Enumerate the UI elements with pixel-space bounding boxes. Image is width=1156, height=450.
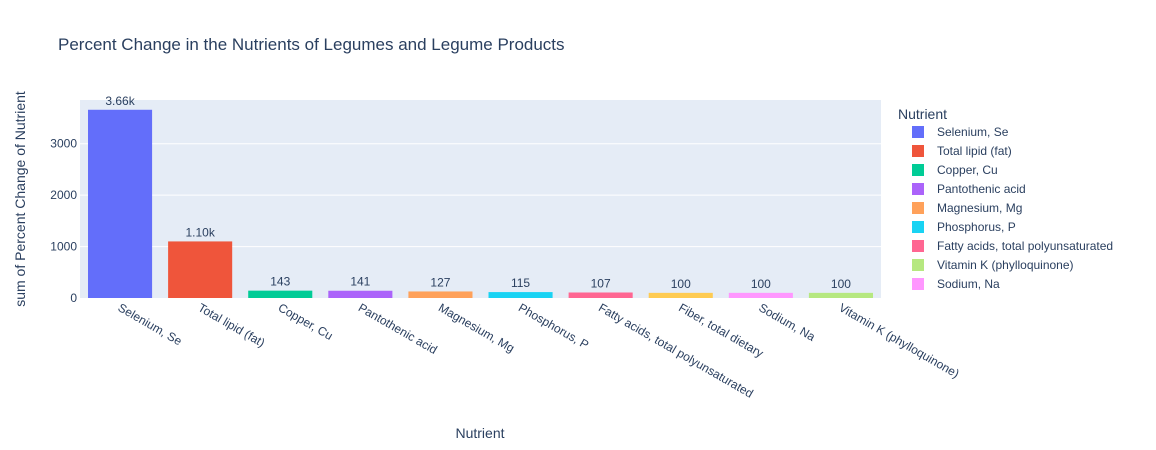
chart-title: Percent Change in the Nutrients of Legum… (58, 35, 565, 54)
legend-swatch (912, 202, 924, 214)
bar-data-label: 100 (671, 277, 691, 291)
legend-label: Pantothenic acid (937, 182, 1026, 196)
bar[interactable] (728, 292, 793, 298)
legend-item[interactable]: Copper, Cu (912, 163, 998, 177)
legend-item[interactable]: Magnesium, Mg (912, 201, 1022, 215)
legend-item[interactable]: Sodium, Na (912, 277, 1000, 291)
legend-item[interactable]: Vitamin K (phylloquinone) (912, 258, 1074, 272)
y-tick-label: 2000 (50, 188, 77, 202)
y-tick-label: 0 (70, 291, 77, 305)
legend-label: Total lipid (fat) (937, 144, 1012, 158)
legend-item[interactable]: Fatty acids, total polyunsaturated (912, 239, 1113, 253)
bar[interactable] (568, 292, 633, 298)
legend-swatch (912, 278, 924, 290)
bar-data-label: 141 (350, 275, 370, 289)
bar[interactable] (328, 290, 393, 298)
bar-data-label: 1.10k (185, 225, 215, 239)
y-axis-title: sum of Percent Change of Nutrient (12, 91, 28, 307)
bar-data-label: 3.66k (105, 94, 135, 108)
legend-swatch (912, 259, 924, 271)
y-axis-ticks: 0 1000 2000 3000 (50, 137, 77, 305)
legend-label: Selenium, Se (937, 125, 1009, 139)
legend-label: Copper, Cu (937, 163, 998, 177)
x-tick-label: Fatty acids, total polyunsaturated (596, 300, 756, 400)
legend-item[interactable]: Total lipid (fat) (912, 144, 1012, 158)
legend-swatch (912, 145, 924, 157)
bar-data-label: 100 (751, 277, 771, 291)
x-tick-label: Phosphorus, P (516, 300, 591, 351)
legend-label: Fatty acids, total polyunsaturated (937, 239, 1113, 253)
legend-item[interactable]: Pantothenic acid (912, 182, 1026, 196)
legend-label: Phosphorus, P (937, 220, 1016, 234)
x-tick-label: Selenium, Se (116, 300, 185, 348)
bar-data-label: 100 (831, 277, 851, 291)
x-axis-ticks: Selenium, Se Total lipid (fat) Copper, Cu P… (116, 300, 962, 400)
legend-swatch (912, 164, 924, 176)
x-tick-label: Total lipid (fat) (196, 300, 268, 349)
x-tick-label: Vitamin K (phylloquinone) (836, 300, 961, 380)
bar[interactable] (168, 241, 233, 298)
legend-swatch (912, 221, 924, 233)
bar[interactable] (408, 291, 473, 298)
x-tick-label: Magnesium, Mg (436, 300, 517, 355)
x-tick-label: Copper, Cu (276, 300, 336, 342)
bars (88, 109, 873, 299)
bar-labels: 3.66k 1.10k 143 141 127 115 107 100 100 100 (105, 94, 851, 291)
y-tick-label: 3000 (50, 137, 77, 151)
legend-item[interactable]: Phosphorus, P (912, 220, 1016, 234)
y-tick-label: 1000 (50, 240, 77, 254)
bar[interactable] (648, 292, 713, 298)
legend-label: Sodium, Na (937, 277, 1000, 291)
x-axis-title: Nutrient (455, 425, 504, 441)
bar[interactable] (488, 292, 553, 298)
bar-data-label: 115 (511, 276, 530, 290)
x-tick-label: Sodium, Na (756, 300, 818, 344)
legend-item[interactable]: Selenium, Se (912, 125, 1009, 139)
bar-data-label: 143 (270, 275, 290, 289)
bar-data-label: 107 (591, 276, 611, 290)
x-tick-label: Pantothenic acid (356, 300, 440, 356)
bar[interactable] (808, 292, 873, 298)
bar[interactable] (88, 109, 153, 299)
legend-swatch (912, 183, 924, 195)
legend-label: Magnesium, Mg (937, 201, 1022, 215)
legend-swatch (912, 240, 924, 252)
legend-swatch (912, 126, 924, 138)
legend: Nutrient Selenium, Se Total lipid (fat) Co… (898, 106, 1113, 291)
legend-title: Nutrient (898, 106, 947, 122)
legend-label: Vitamin K (phylloquinone) (937, 258, 1074, 272)
bar-data-label: 127 (430, 275, 450, 289)
bar[interactable] (248, 290, 313, 298)
